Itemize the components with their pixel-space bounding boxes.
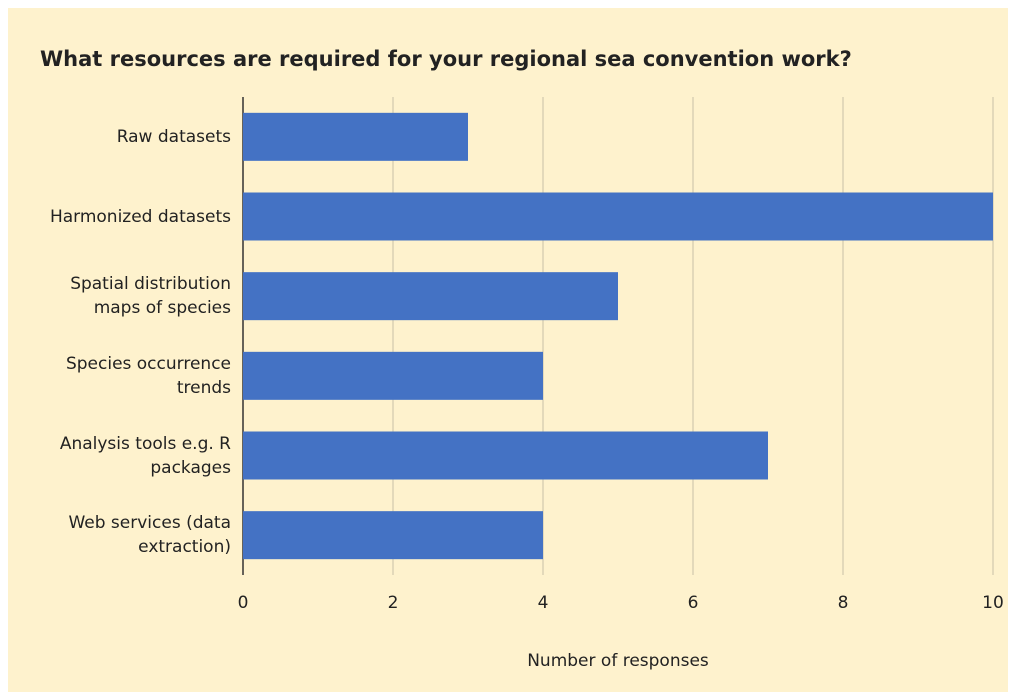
y-tick-label: Spatial distribution maps of species xyxy=(70,274,231,319)
y-tick-label: Harmonized datasets xyxy=(49,206,231,227)
x-tick-label: 2 xyxy=(388,593,399,613)
x-tick-label: 6 xyxy=(688,593,699,613)
bar xyxy=(243,112,468,161)
bar xyxy=(243,272,618,321)
x-axis-title: Number of responses xyxy=(527,651,709,671)
y-tick-label: Raw datasets xyxy=(116,126,231,147)
x-tick-label: 4 xyxy=(538,593,549,613)
x-tick-label: 8 xyxy=(838,593,849,613)
bar xyxy=(243,431,768,480)
x-tick-label: 0 xyxy=(238,593,249,613)
x-tick-label: 10 xyxy=(982,593,1004,613)
bar xyxy=(243,192,993,241)
bar xyxy=(243,351,543,400)
chart-title: What resources are required for your reg… xyxy=(40,47,852,71)
bar xyxy=(243,511,543,560)
y-tick-label: Analysis tools e.g. R packages xyxy=(59,433,231,478)
background xyxy=(8,8,1008,692)
y-tick-label: Species occurrence trends xyxy=(65,353,231,398)
y-tick-label: Web services (data extraction) xyxy=(68,513,231,558)
